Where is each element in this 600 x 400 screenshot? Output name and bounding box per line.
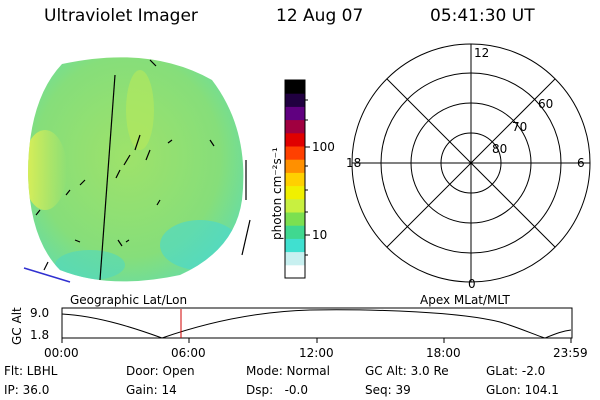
- instrument-title: Ultraviolet Imager: [44, 6, 198, 26]
- time-label: 05:41:30 UT: [430, 6, 535, 26]
- colorbar-stripe: [285, 119, 305, 134]
- colorbar-stripe: [285, 172, 305, 187]
- colorbar-ticks: [305, 99, 310, 256]
- colorbar-stripe: [285, 80, 305, 94]
- timeline-ticks: [61, 338, 572, 343]
- colorbar-stripe: [285, 212, 305, 226]
- apex-label: Apex MLat/MLT: [420, 293, 510, 307]
- x-tick-2359: 23:59: [553, 346, 588, 360]
- mlt-label-18: 18: [346, 156, 362, 170]
- meridian-diag-2: [386, 78, 556, 248]
- y-tick-9: 9.0: [30, 306, 50, 320]
- colorbar-stripe: [285, 146, 305, 160]
- lat-label-80: 80: [492, 142, 508, 156]
- track-line: [23, 267, 71, 283]
- colorbar-stripe: [285, 238, 305, 253]
- colorbar-frame: [284, 79, 306, 279]
- gc-alt-info: GC Alt: 3.0 Re: [365, 364, 449, 378]
- colorbar-stripe: [285, 106, 305, 121]
- date-label: 12 Aug 07: [276, 6, 364, 26]
- geographic-label: Geographic Lat/Lon: [70, 293, 188, 307]
- colorbar-stripe: [285, 198, 305, 213]
- lat-label-60: 60: [538, 97, 554, 111]
- altitude-curve: [61, 309, 572, 339]
- y-tick-1_8: 1.8: [30, 328, 50, 342]
- x-tick-1800: 18:00: [426, 346, 461, 360]
- filter-info: Flt: LBHL: [4, 364, 58, 378]
- colorbar-stripe: [285, 93, 305, 107]
- mlt-label-0: 0: [468, 277, 476, 291]
- colorbar-stripe: [285, 185, 305, 200]
- colorbar-stripe: [285, 264, 305, 279]
- lat-label-70: 70: [512, 120, 528, 134]
- gain-info: Gain: 14: [126, 383, 177, 397]
- colorbar-stripe: [285, 132, 305, 147]
- mlt-label-12: 12: [474, 46, 490, 60]
- colorbar-tick-100: 100: [312, 140, 335, 154]
- colorbar-stripes: [285, 80, 305, 279]
- colorbar-tick-10: 10: [312, 228, 328, 242]
- disk-image-content: [28, 57, 244, 282]
- glat-info: GLat: -2.0: [486, 364, 546, 378]
- mode-info: Mode: Normal: [246, 364, 330, 378]
- seq-info: Seq: 39: [365, 383, 411, 397]
- dsp-info: Dsp: -0.0: [246, 383, 309, 397]
- x-tick-0000: 00:00: [44, 346, 79, 360]
- x-tick-0600: 06:00: [171, 346, 206, 360]
- glon-info: GLon: 104.1: [486, 383, 559, 397]
- coastline-overlay: [35, 59, 251, 281]
- ip-info: IP: 36.0: [4, 383, 50, 397]
- colorbar-stripe: [285, 159, 305, 173]
- timeline-frame: [61, 307, 573, 339]
- x-tick-1200: 12:00: [299, 346, 334, 360]
- colorbar-stripe: [285, 225, 305, 239]
- door-info: Door: Open: [126, 364, 195, 378]
- mlt-label-6: 6: [577, 156, 585, 170]
- colorbar-stripe: [285, 251, 305, 266]
